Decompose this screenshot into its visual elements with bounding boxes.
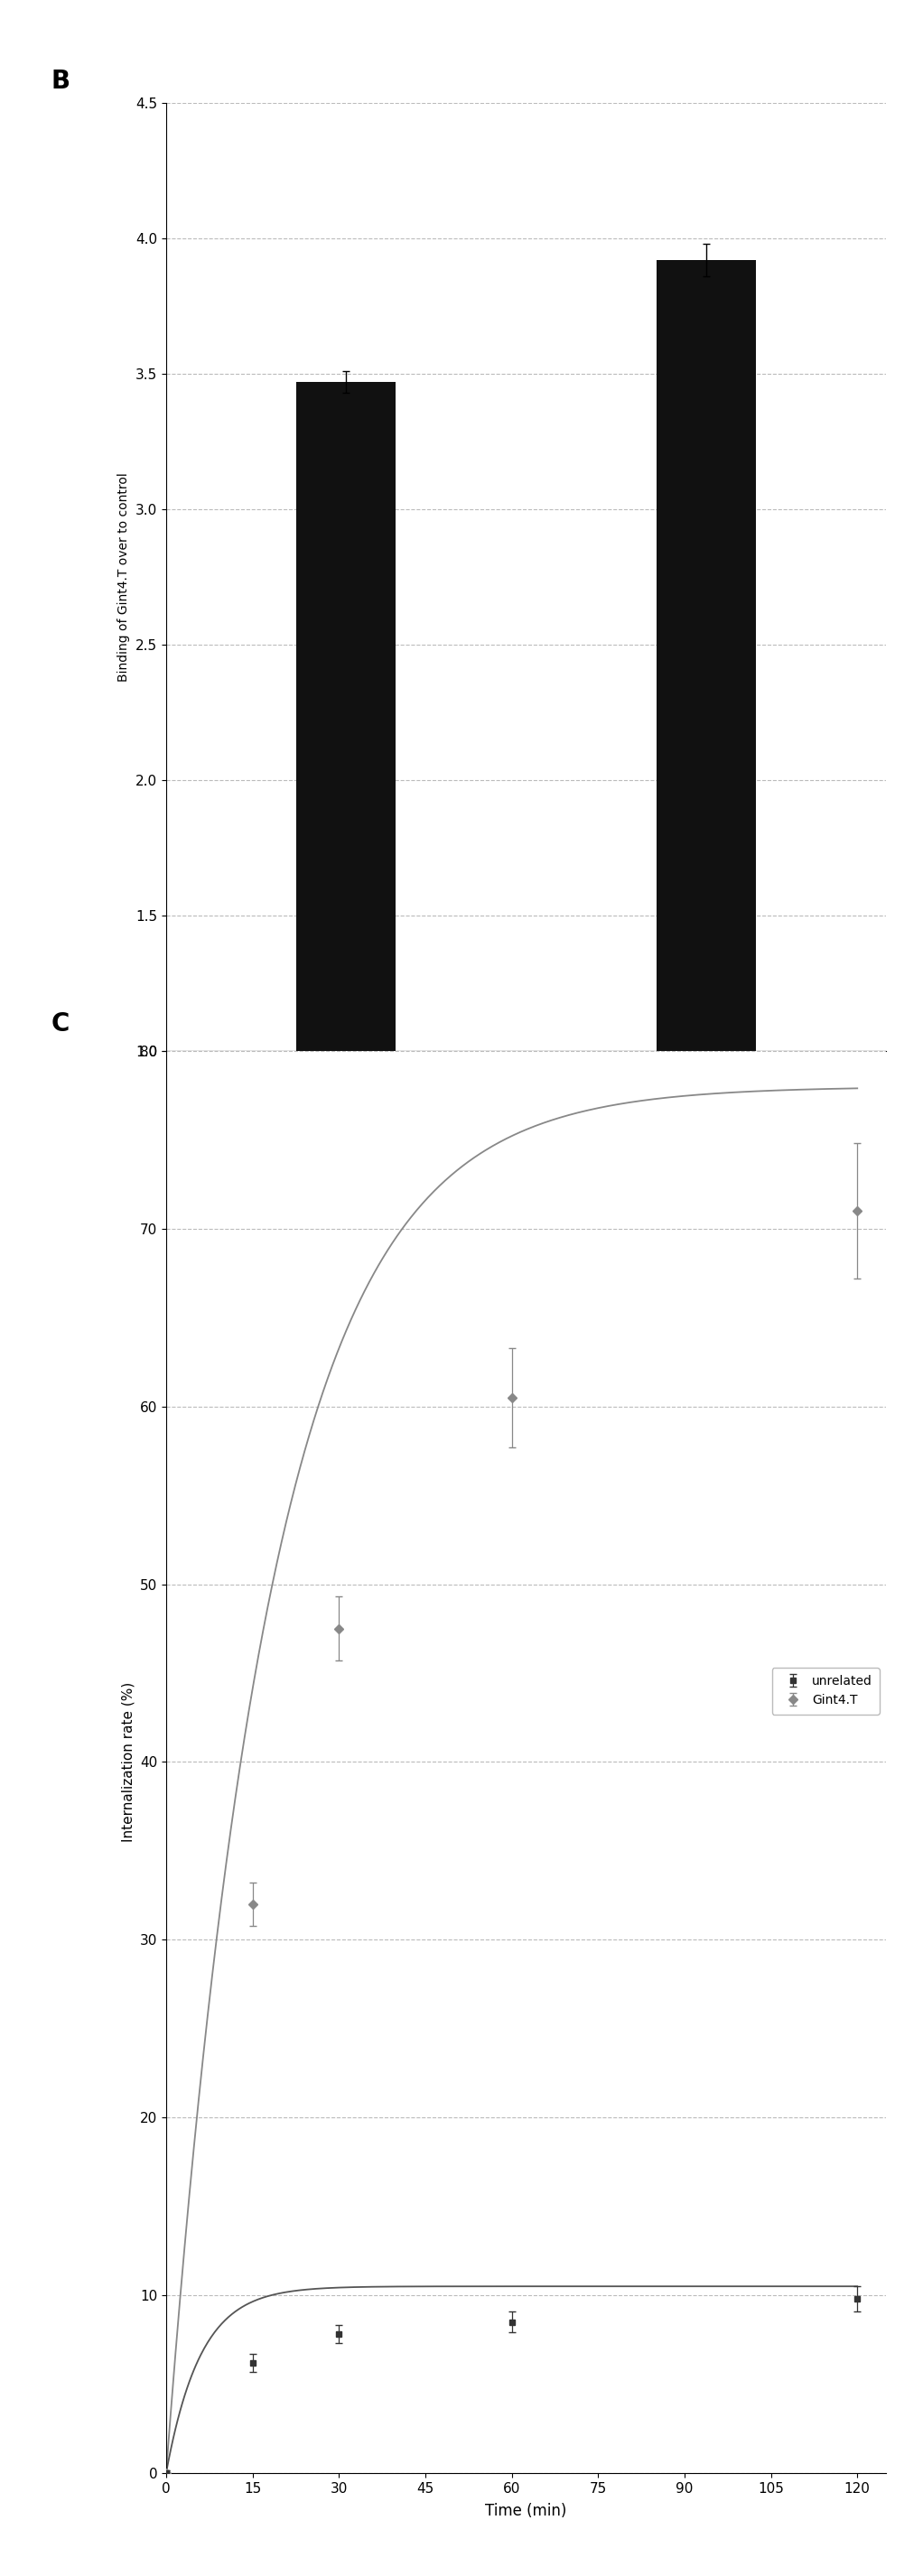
Bar [296,381,396,1321]
Y-axis label: Internalization rate (%): Internalization rate (%) [121,1682,135,1842]
X-axis label: Time (min): Time (min) [485,2504,567,2519]
Text: B: B [51,70,70,93]
Bar [656,260,756,1321]
Text: C: C [51,1012,69,1036]
Text: U87MG: U87MG [498,1203,554,1218]
Y-axis label: Binding of Gint4.T over to control: Binding of Gint4.T over to control [118,471,130,683]
Legend: unrelated, Gint4.T: unrelated, Gint4.T [772,1667,880,1713]
Text: Fig.2B: Fig.2B [496,1316,557,1334]
